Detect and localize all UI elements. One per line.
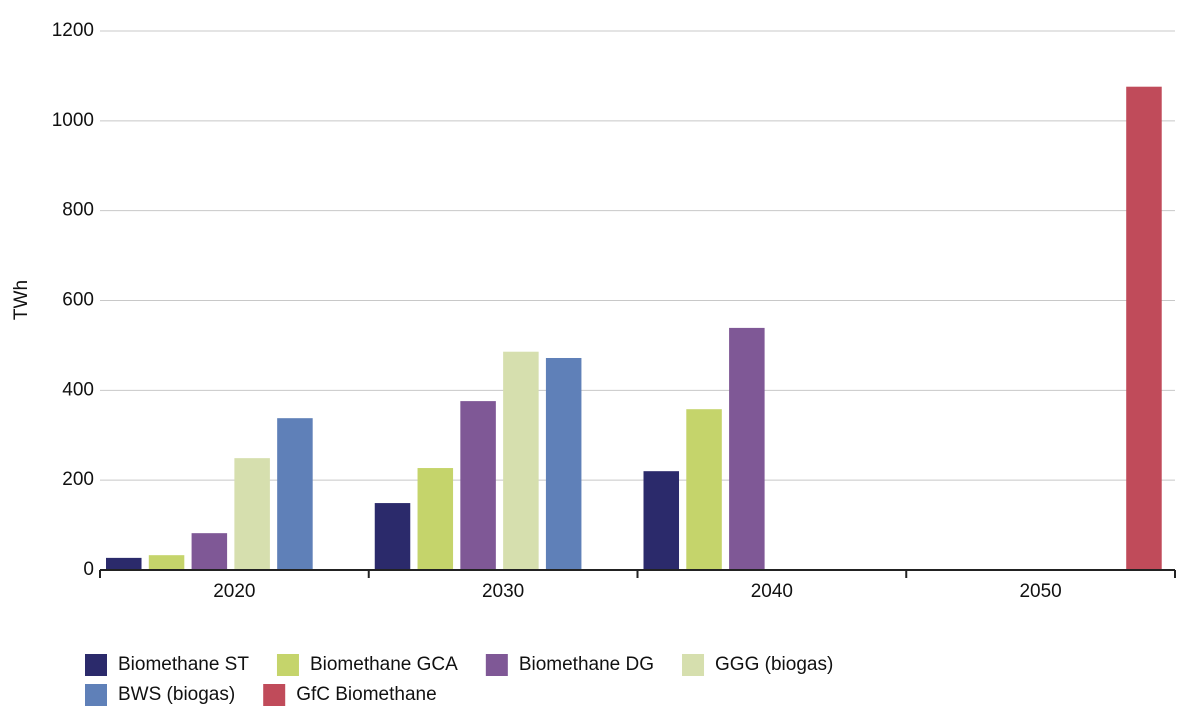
bar <box>191 533 228 570</box>
x-tick-label: 2030 <box>482 581 524 602</box>
bar <box>148 555 185 570</box>
y-tick-label: 600 <box>62 290 94 311</box>
legend-label: GfC Biomethane <box>296 684 436 705</box>
y-tick-label: 800 <box>62 200 94 221</box>
legend-swatch <box>276 654 299 676</box>
bar <box>374 503 411 570</box>
bar <box>686 409 722 570</box>
legend-swatch <box>85 654 107 676</box>
y-tick-label: 1000 <box>52 110 94 131</box>
x-tick-label: 2050 <box>1019 581 1061 602</box>
bar <box>643 471 680 570</box>
legend-swatch <box>485 654 508 676</box>
legend-label: Biomethane DG <box>519 654 654 675</box>
legend-label: Biomethane ST <box>118 654 249 675</box>
bar <box>1126 86 1162 571</box>
legend-swatch <box>263 684 286 706</box>
x-tick-label: 2020 <box>213 581 255 602</box>
bar <box>417 468 454 570</box>
y-tick-label: 1200 <box>52 20 94 41</box>
legend-label: GGG (biogas) <box>715 654 833 675</box>
legend-swatch <box>682 654 705 676</box>
bar <box>545 357 582 570</box>
bar <box>234 458 270 570</box>
y-tick-label: 0 <box>83 559 94 580</box>
y-tick-label: 200 <box>62 469 94 490</box>
bar <box>106 557 142 570</box>
legend-swatch <box>85 684 107 706</box>
legend-label: BWS (biogas) <box>118 684 235 705</box>
y-tick-label: 400 <box>62 379 94 400</box>
bar <box>277 418 313 570</box>
bar <box>729 327 765 570</box>
x-tick-label: 2040 <box>751 581 793 602</box>
bar <box>460 401 496 570</box>
bar <box>503 351 539 570</box>
legend-label: Biomethane GCA <box>310 654 458 675</box>
y-axis-label: TWh <box>11 280 32 320</box>
